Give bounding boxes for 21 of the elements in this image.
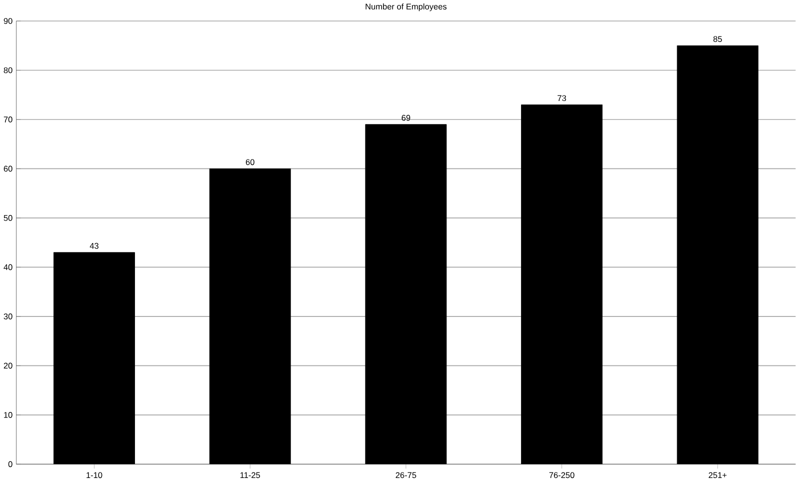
y-tick-label: 60 [4,166,12,172]
x-tick-label: 76-250 [549,472,574,478]
y-tick-label: 40 [4,264,12,270]
x-tick-label: 26-75 [396,472,416,478]
y-tick-label: 10 [4,412,12,418]
y-tick-label: 20 [4,362,12,369]
data-label: 60 [246,159,254,166]
x-tick-label: 11-25 [240,472,260,478]
chart-title: Number of Employees [366,4,447,12]
x-tick-label: 251+ [708,472,727,478]
y-tick-label: 70 [4,116,12,123]
x-tick-label: 1-10 [86,472,102,478]
data-label: 73 [558,95,566,102]
data-label: 85 [713,36,722,42]
y-tick-label: 80 [4,68,12,74]
y-tick-label: 50 [4,215,12,222]
y-tick-label: 30 [4,314,12,320]
y-tick-label: 90 [4,18,12,24]
data-label: 43 [90,243,98,250]
data-label: 69 [402,115,410,121]
y-tick-label: 0 [8,461,12,468]
